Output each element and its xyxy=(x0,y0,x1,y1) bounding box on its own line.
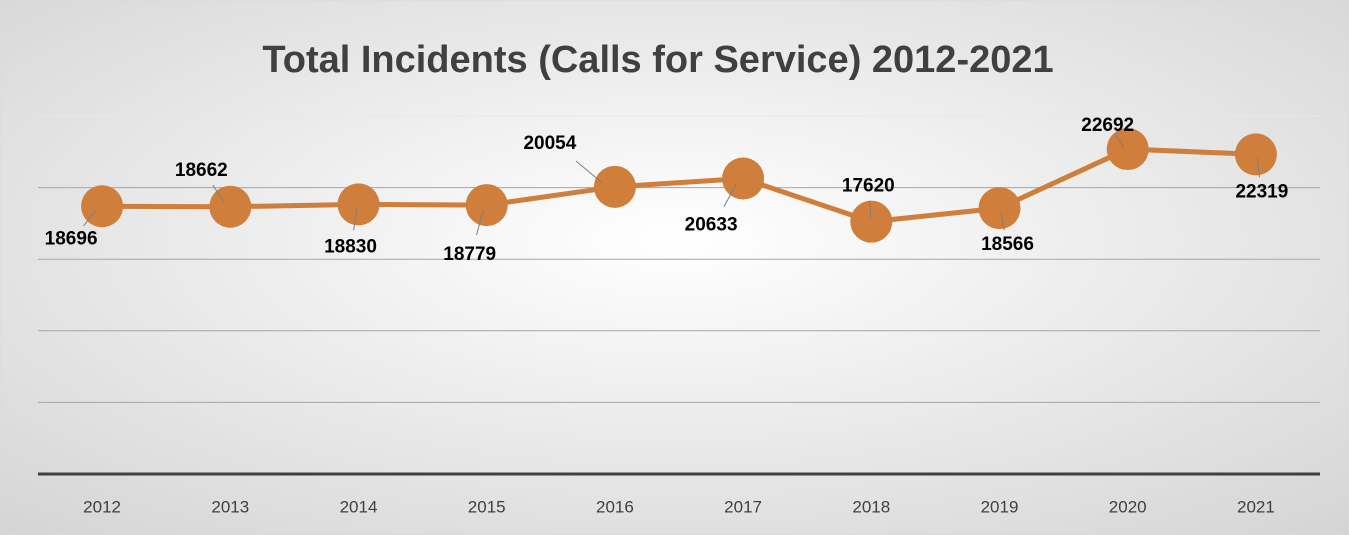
marker xyxy=(593,165,636,208)
x-tick-label: 2013 xyxy=(211,497,249,516)
data-label: 18566 xyxy=(981,234,1034,255)
marker xyxy=(209,185,252,228)
leader-line xyxy=(1256,158,1260,178)
x-tick-label: 2018 xyxy=(852,497,890,516)
data-label: 20054 xyxy=(523,133,576,154)
x-tick-label: 2015 xyxy=(468,497,506,516)
x-tick-label: 2019 xyxy=(981,497,1019,516)
x-tick-label: 2014 xyxy=(340,497,378,516)
marker xyxy=(978,187,1021,230)
data-label: 22319 xyxy=(1235,181,1288,202)
leader-line xyxy=(575,160,603,183)
data-label: 18662 xyxy=(175,160,228,181)
chart-title: Total Incidents (Calls for Service) 2012… xyxy=(262,39,1053,81)
leader-line xyxy=(723,182,738,207)
x-tick-label: 2012 xyxy=(83,497,121,516)
marker xyxy=(465,184,508,227)
data-label: 22692 xyxy=(1081,115,1134,136)
leader-line xyxy=(1115,134,1125,148)
data-label: 18830 xyxy=(324,236,377,257)
data-label: 20633 xyxy=(685,215,738,236)
x-tick-label: 2021 xyxy=(1237,497,1275,516)
marker xyxy=(1106,128,1149,171)
leader-line xyxy=(212,184,225,204)
marker xyxy=(337,183,380,226)
line xyxy=(102,146,1257,225)
data-label: 18696 xyxy=(45,228,98,249)
data-label: 17620 xyxy=(842,176,895,197)
x-tick-label: 2016 xyxy=(596,497,634,516)
marker xyxy=(850,200,893,243)
leader-line xyxy=(83,209,97,227)
marker xyxy=(1234,133,1277,176)
leader-line xyxy=(476,209,484,236)
x-tick-label: 2020 xyxy=(1109,497,1147,516)
leader-line xyxy=(1000,211,1005,231)
x-tick-label: 2017 xyxy=(724,497,762,516)
leader-line xyxy=(353,208,358,231)
marker xyxy=(81,185,124,228)
data-label: 18779 xyxy=(443,244,496,265)
marker xyxy=(722,157,765,200)
leader-line xyxy=(869,200,872,219)
